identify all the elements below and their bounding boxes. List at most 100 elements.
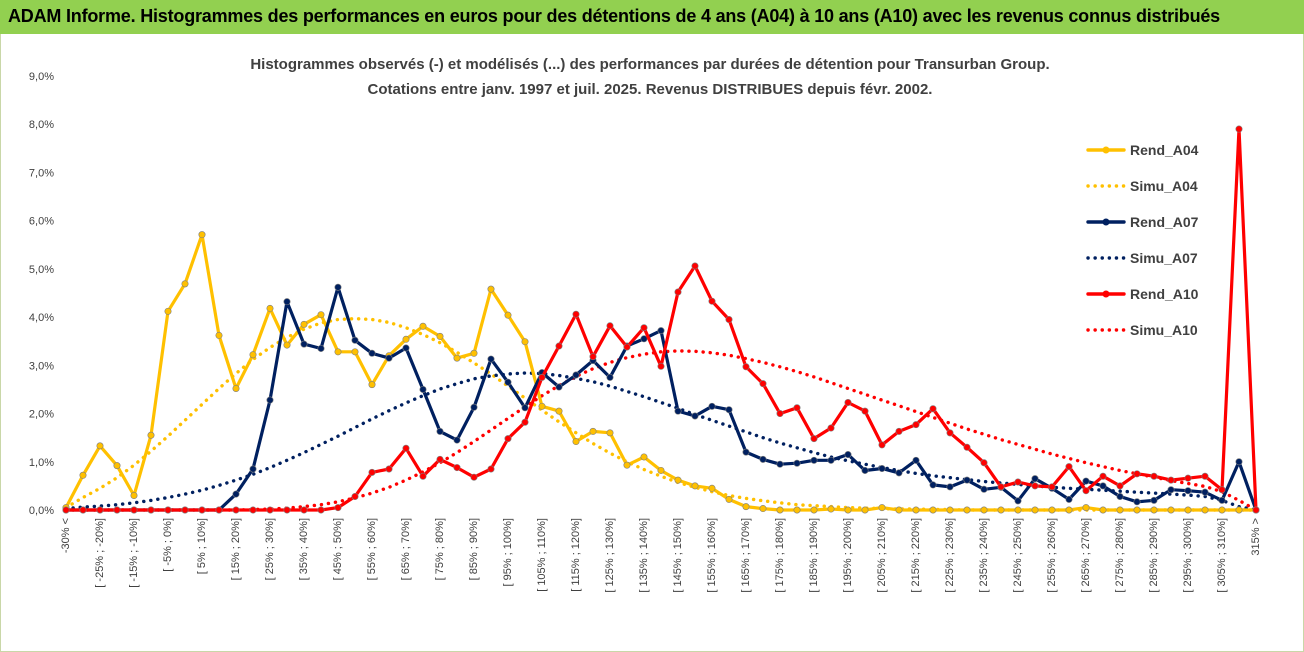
y-tick-label: 1,0% [29, 457, 54, 469]
data-point [1014, 478, 1022, 486]
data-point [708, 402, 716, 410]
legend-label: Simu_A10 [1130, 322, 1198, 338]
data-point [946, 429, 954, 437]
data-point [1184, 487, 1192, 495]
data-point [1218, 506, 1226, 514]
data-point [844, 398, 852, 406]
data-point [861, 407, 869, 415]
data-point [1184, 474, 1192, 482]
data-point [504, 435, 512, 443]
data-point [334, 348, 342, 356]
data-point [1031, 482, 1039, 490]
x-tick-label: [ 165% ; 170%] [740, 518, 752, 593]
data-point [249, 351, 257, 359]
data-point [1150, 472, 1158, 480]
data-point [283, 298, 291, 306]
data-point [1184, 506, 1192, 514]
data-point [963, 506, 971, 514]
data-point [1218, 496, 1226, 504]
data-point [555, 342, 563, 350]
data-point [1167, 486, 1175, 494]
data-point [589, 427, 597, 435]
report-banner: ADAM Informe. Histogrammes des performan… [0, 0, 1304, 34]
chart-title-line-1: Histogrammes observés (-) et modélisés (… [250, 56, 1049, 73]
legend-item: Rend_A10 [1086, 286, 1199, 302]
legend-label: Rend_A04 [1130, 142, 1199, 158]
data-point [351, 336, 359, 344]
data-point [1099, 482, 1107, 490]
data-point [232, 506, 240, 514]
x-tick-label: [ 195% ; 200%] [842, 518, 854, 593]
data-point [470, 349, 478, 357]
x-tick-label: [ 215% ; 220%] [910, 518, 922, 593]
data-point [1099, 506, 1107, 514]
data-point [215, 506, 223, 514]
data-point [385, 354, 393, 362]
data-point [113, 462, 121, 470]
data-point [147, 506, 155, 514]
x-tick-label: [ 245% ; 250%] [1012, 518, 1024, 593]
data-point [1150, 496, 1158, 504]
x-axis: -30% < [ -25% ; -20%] [ -15% ; -10%] [ -5% … [60, 518, 1262, 593]
data-point [164, 307, 172, 315]
data-point [96, 442, 104, 450]
x-tick-label: [ 65% ; 70%] [400, 518, 412, 580]
data-point [912, 456, 920, 464]
data-point [555, 383, 563, 391]
x-tick-label: [ 55% ; 60%] [366, 518, 378, 580]
x-tick-label: [ 305% ; 310%] [1216, 518, 1228, 593]
series-Simu_A07 [64, 371, 1258, 512]
data-point [470, 403, 478, 411]
data-point [725, 406, 733, 414]
data-point [742, 363, 750, 371]
legend-label: Rend_A10 [1130, 286, 1199, 302]
y-tick-label: 6,0% [29, 216, 54, 228]
data-point [776, 410, 784, 418]
histogram-chart: Histogrammes observés (-) et modélisés (… [29, 56, 1262, 593]
data-point [521, 418, 529, 426]
data-point [708, 484, 716, 492]
series-line [64, 371, 1258, 512]
data-point [1116, 492, 1124, 500]
data-point [997, 483, 1005, 491]
data-point [946, 483, 954, 491]
data-point [606, 429, 614, 437]
legend-label: Rend_A07 [1130, 214, 1199, 230]
legend-marker [1102, 218, 1110, 226]
data-point [419, 322, 427, 330]
data-point [895, 506, 903, 514]
data-point [147, 431, 155, 439]
data-point [555, 407, 563, 415]
data-point [504, 311, 512, 319]
x-tick-label: [ 145% ; 150%] [672, 518, 684, 593]
series-line [64, 127, 1258, 512]
data-point [334, 504, 342, 512]
data-point [776, 506, 784, 514]
data-point [657, 362, 665, 370]
data-point [300, 320, 308, 328]
y-tick-label: 5,0% [29, 264, 54, 276]
y-tick-label: 4,0% [29, 312, 54, 324]
data-point [283, 506, 291, 514]
data-point [1031, 475, 1039, 483]
data-point [963, 476, 971, 484]
data-point [589, 353, 597, 361]
y-tick-label: 8,0% [29, 119, 54, 131]
data-point [1065, 495, 1073, 503]
data-point [249, 506, 257, 514]
data-point [878, 441, 886, 449]
data-point [929, 506, 937, 514]
data-point [1235, 458, 1243, 466]
data-point [980, 506, 988, 514]
data-point [691, 412, 699, 420]
data-point [266, 396, 274, 404]
data-point [113, 506, 121, 514]
data-point [487, 285, 495, 293]
data-point [453, 354, 461, 362]
data-point [181, 506, 189, 514]
data-point [623, 461, 631, 469]
data-point [657, 327, 665, 335]
chart-title-line-2: Cotations entre janv. 1997 et juil. 2025… [368, 81, 933, 98]
data-point [572, 371, 580, 379]
data-point [1218, 486, 1226, 494]
